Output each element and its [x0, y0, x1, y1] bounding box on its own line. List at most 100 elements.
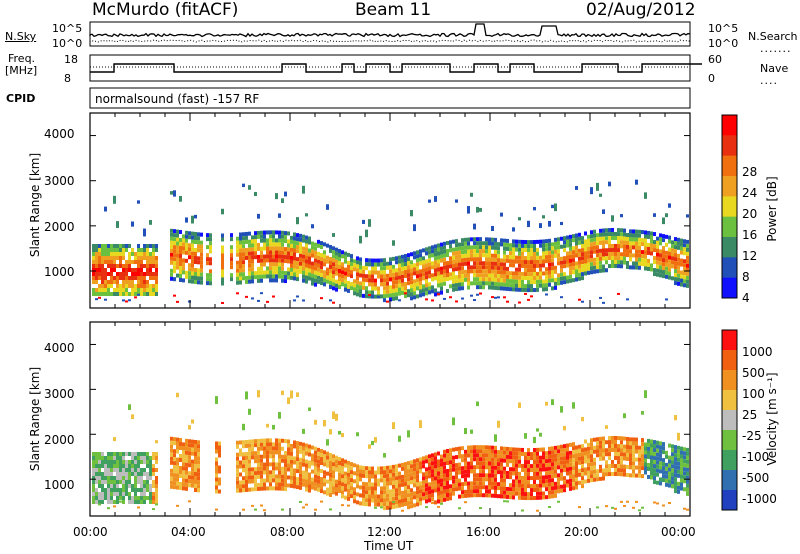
velocity-cell — [581, 416, 584, 422]
velocity-cell — [545, 467, 548, 472]
velocity-cell — [341, 482, 344, 487]
power-cell — [392, 268, 395, 273]
velocity-cell — [407, 497, 410, 502]
velocity-cell — [422, 476, 425, 481]
power-cell — [557, 261, 560, 266]
velocity-cell — [245, 487, 248, 492]
power-cell — [401, 282, 404, 287]
velocity-cell — [572, 466, 575, 471]
power-cell — [491, 281, 494, 286]
power-cell — [113, 252, 116, 256]
power-cell — [293, 236, 296, 241]
nave-label: Nave — [760, 62, 789, 75]
power-cell — [179, 269, 182, 274]
velocity-cell — [428, 454, 431, 459]
power-cell — [197, 268, 200, 273]
velocity-cell — [500, 494, 503, 499]
power-cell — [659, 273, 662, 278]
velocity-cell — [128, 480, 131, 484]
velocity-cell — [578, 480, 581, 485]
power-cell — [128, 264, 131, 268]
power-cell — [623, 232, 626, 237]
power-cell — [503, 254, 506, 259]
power-cell — [605, 256, 608, 261]
power-cell — [464, 253, 467, 258]
power-cell — [236, 240, 239, 245]
velocity-cell — [257, 454, 260, 459]
velocity-cell — [413, 479, 416, 484]
power-cell — [635, 253, 638, 258]
power-cell — [185, 238, 188, 243]
velocity-cell — [386, 481, 389, 486]
power-cell — [251, 267, 254, 272]
power-cell — [428, 258, 431, 263]
velocity-cell — [560, 460, 563, 465]
velocity-cell — [176, 441, 179, 446]
power-cell — [368, 290, 371, 295]
velocity-cell — [383, 482, 386, 487]
velocity-cell — [473, 477, 476, 482]
velocity-cell — [179, 445, 182, 450]
velocity-cell — [218, 489, 221, 494]
power-cell — [596, 241, 599, 246]
velocity-cell — [329, 476, 332, 481]
velocity-cell — [101, 500, 104, 504]
velocity-cell — [176, 437, 179, 442]
power-cell — [257, 278, 260, 283]
velocity-cell — [446, 473, 449, 478]
velocity-cell — [374, 478, 377, 483]
velocity-cell — [596, 469, 599, 474]
power-cell — [476, 269, 479, 274]
velocity-cell — [563, 480, 566, 485]
velocity-cell — [179, 485, 182, 490]
velocity-cell — [248, 471, 251, 476]
power-cell — [434, 248, 437, 253]
power-cell — [143, 264, 146, 268]
velocity-cell — [335, 455, 338, 460]
power-cell — [338, 260, 341, 265]
velocity-cell — [545, 487, 548, 492]
power-cell — [482, 261, 485, 266]
power-cell — [275, 262, 278, 267]
power-cell — [620, 252, 623, 257]
velocity-cell — [503, 482, 506, 487]
power-cell — [266, 266, 269, 271]
velocity-cell — [686, 483, 689, 488]
velocity-cell — [371, 486, 374, 491]
power-cell — [464, 257, 467, 262]
power-cell — [392, 280, 395, 285]
power-cell — [260, 246, 263, 251]
power-cell — [374, 270, 377, 275]
velocity-cell — [329, 429, 332, 435]
velocity-cell — [620, 464, 623, 469]
power-cell — [563, 276, 566, 281]
velocity-cell — [152, 480, 155, 484]
velocity-cell — [578, 472, 581, 477]
velocity-cell — [530, 492, 533, 497]
power-cell — [116, 288, 119, 292]
velocity-cell — [494, 461, 497, 466]
velocity-cell — [494, 434, 497, 442]
velocity-cell — [386, 465, 389, 470]
velocity-cell — [143, 484, 146, 488]
velocity-cell — [518, 451, 521, 456]
power-cell — [557, 245, 560, 250]
power-cell — [371, 294, 374, 299]
power-cell — [128, 280, 131, 284]
velocity-cell — [98, 464, 101, 468]
velocity-cell — [563, 448, 566, 453]
velocity-cell — [254, 451, 257, 456]
velocity-cell — [683, 507, 686, 510]
velocity-cell — [524, 452, 527, 457]
velocity-cell — [347, 504, 350, 507]
power-cell — [437, 263, 440, 268]
power-cell — [143, 276, 146, 280]
velocity-cell — [509, 447, 512, 452]
velocity-cell — [548, 506, 551, 509]
velocity-cell — [596, 437, 599, 442]
power-cell — [428, 286, 431, 291]
power-cell — [332, 278, 335, 283]
power-cell — [101, 244, 104, 248]
power-cell — [149, 260, 152, 264]
velocity-cell — [122, 484, 125, 488]
